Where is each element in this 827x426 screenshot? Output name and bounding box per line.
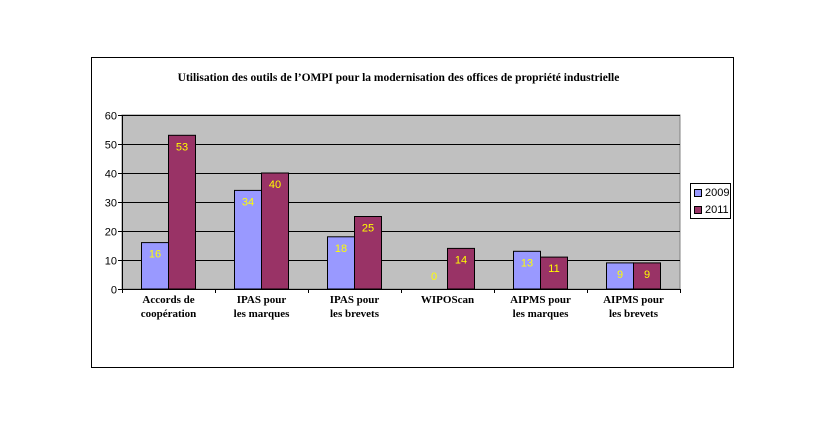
legend-swatch-2009: [694, 189, 702, 197]
legend-swatch-2011: [694, 206, 702, 214]
legend-item-2009: 2009: [694, 187, 729, 199]
legend: 2009 2011: [690, 183, 731, 219]
x-category-label: AIPMS pour les marques: [494, 293, 587, 321]
legend-item-2011: 2011: [694, 204, 729, 216]
legend-label-2011: 2011: [705, 204, 729, 216]
x-category-label: Accords de coopération: [122, 293, 215, 321]
x-category-label: AIPMS pour les brevets: [587, 293, 680, 321]
x-category-label: WIPOScan: [401, 293, 494, 307]
x-category-label: IPAS pour les brevets: [308, 293, 401, 321]
legend-label-2009: 2009: [705, 187, 729, 199]
x-category-label: IPAS pour les marques: [215, 293, 308, 321]
